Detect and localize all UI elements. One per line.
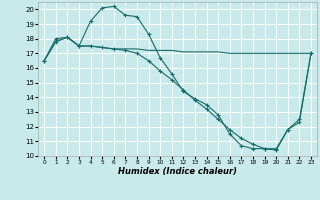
X-axis label: Humidex (Indice chaleur): Humidex (Indice chaleur) <box>118 167 237 176</box>
